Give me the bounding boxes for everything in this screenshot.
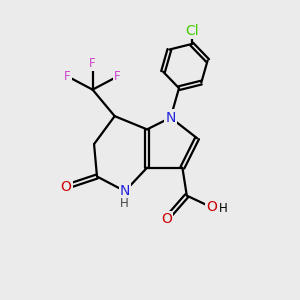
Text: N: N (165, 111, 176, 124)
Text: O: O (61, 180, 71, 194)
Text: O: O (161, 212, 172, 226)
Text: O: O (206, 200, 217, 214)
Text: N: N (120, 184, 130, 198)
Text: F: F (64, 70, 71, 83)
Text: F: F (114, 70, 121, 83)
Text: Cl: Cl (185, 24, 199, 38)
Text: F: F (89, 57, 96, 70)
Text: H: H (219, 202, 227, 215)
Text: H: H (120, 197, 129, 210)
